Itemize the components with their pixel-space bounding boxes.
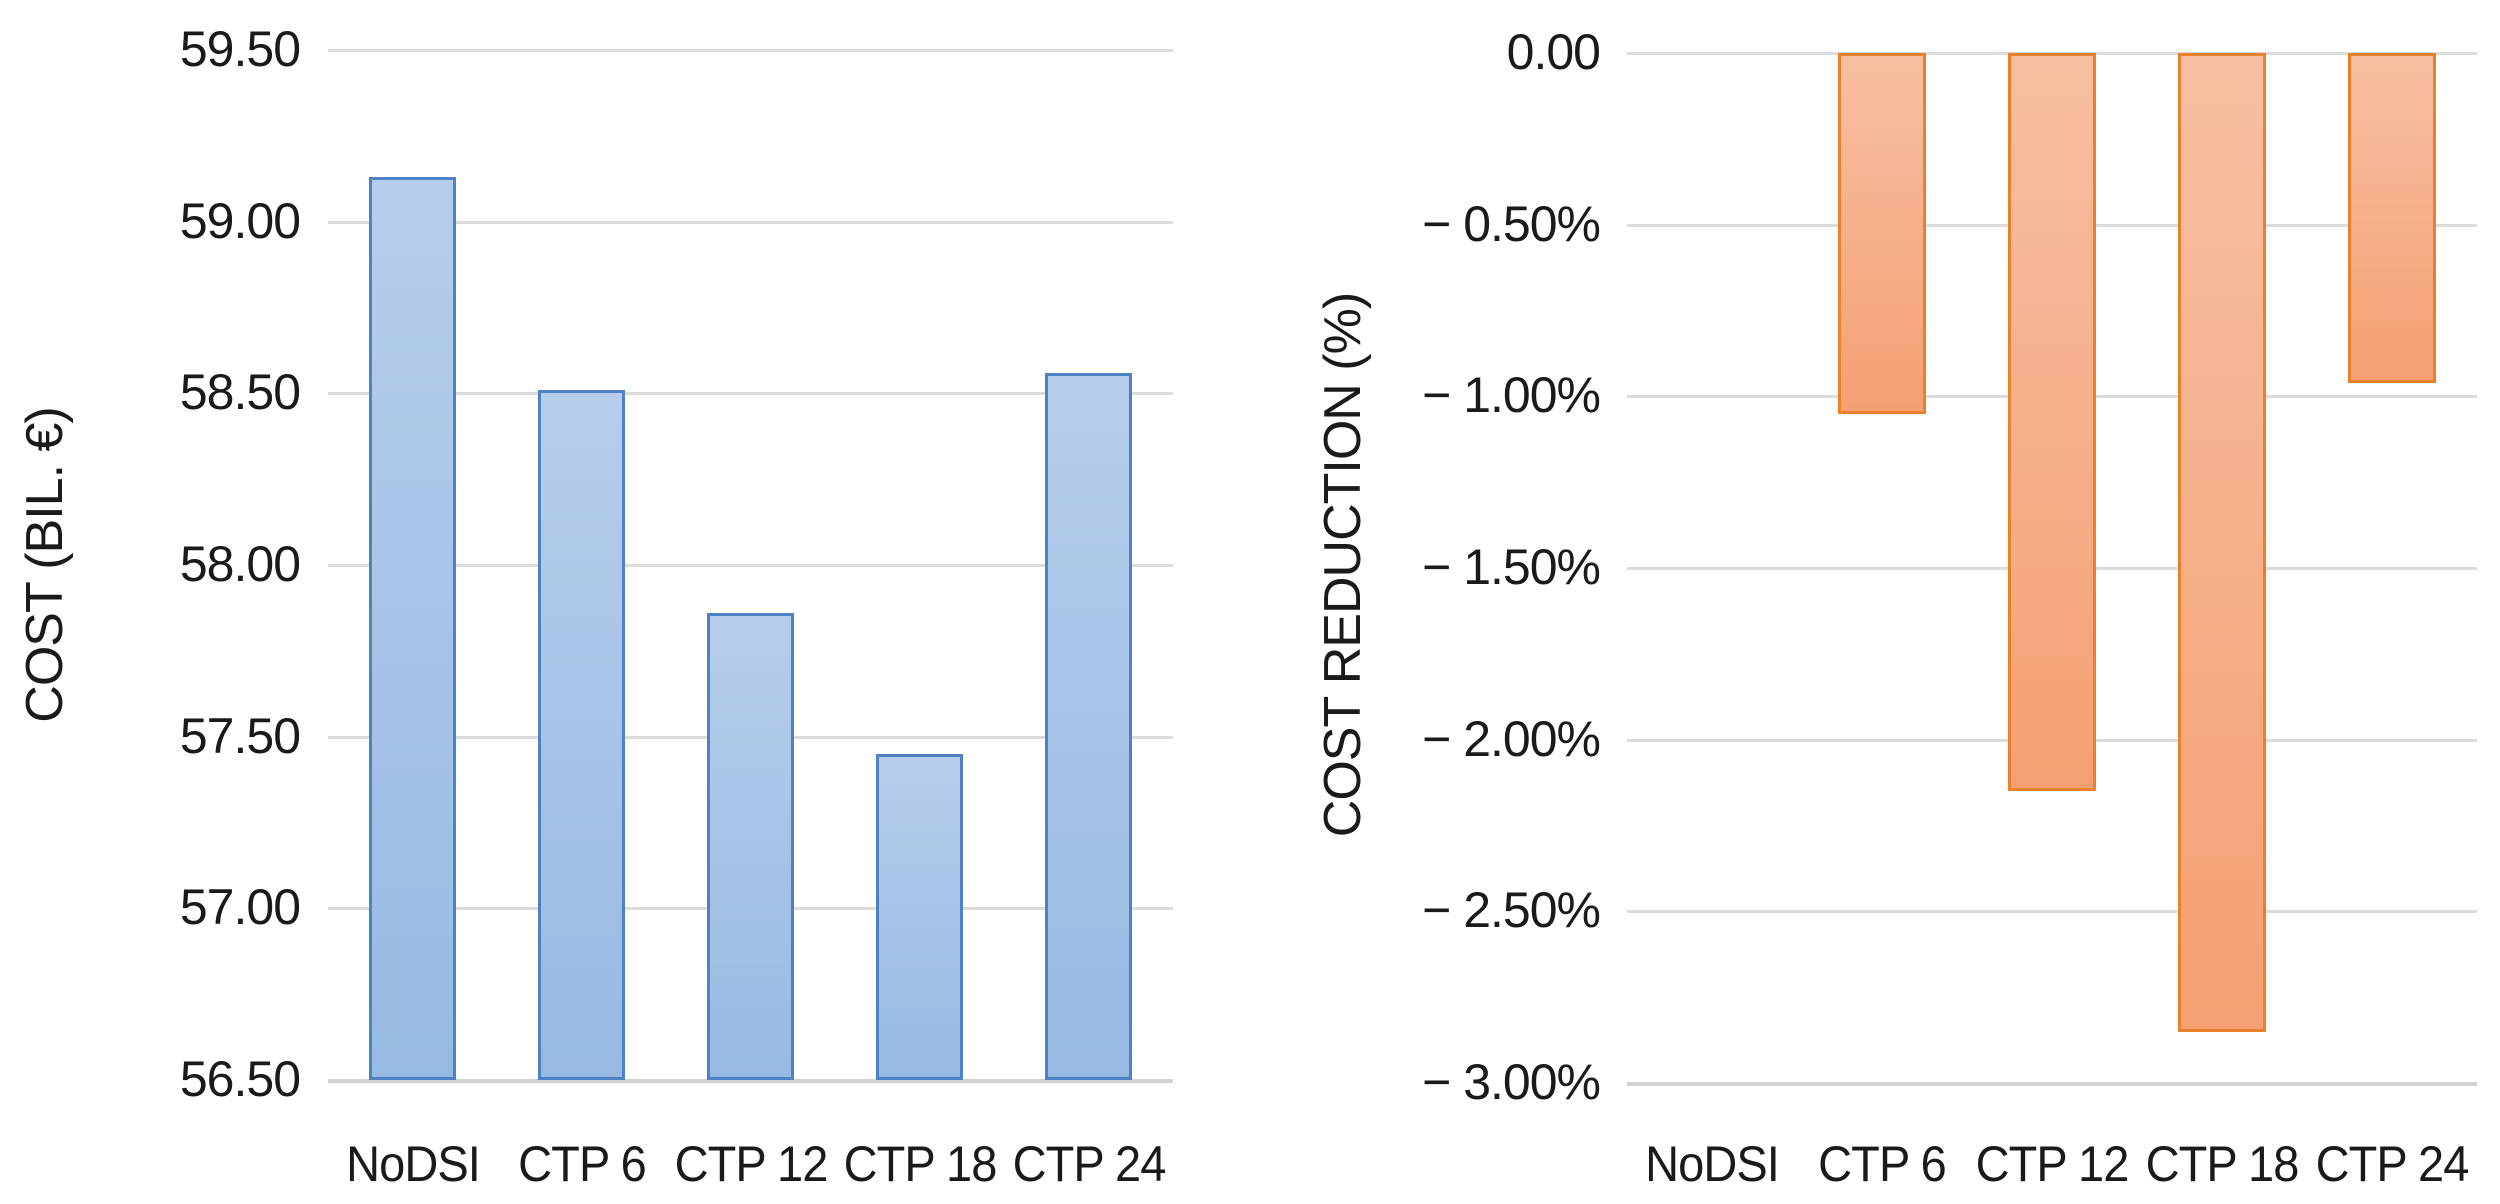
bar-ctp-18 [2177,53,2267,1032]
x-category-label: CTP 6 [517,1136,647,1192]
gridline [328,49,1173,52]
gridline [1627,910,2477,914]
x-category-label: CTP 24 [1012,1136,1166,1192]
x-category-label: CTP 18 [843,1136,997,1192]
y-tick-label: − 1.50% [1422,538,1601,595]
y-tick-label: − 0.50% [1422,195,1601,252]
y-tick-label: 59.50 [179,20,301,77]
x-category-label: NoDSI [1645,1136,1780,1192]
gridline [328,564,1173,567]
bar-ctp-24 [1044,372,1133,1080]
y-tick-label: 59.00 [179,192,301,249]
y-tick-label: 57.50 [179,707,301,764]
bar-ctp-24 [2347,53,2437,383]
gridline [1627,1082,2477,1086]
y-tick-label: 58.00 [179,535,301,592]
y-tick-label: − 1.00% [1422,367,1601,424]
bar-ctp-6 [537,389,626,1080]
x-category-label: CTP 12 [1975,1136,2130,1192]
y-tick-label: − 2.50% [1422,882,1601,939]
y-tick-label: 0.00 [1506,23,1601,80]
x-category-label: CTP 6 [1818,1136,1947,1192]
gridline [328,220,1173,224]
bar-ctp-12 [2007,53,2097,792]
x-category-label: CTP 18 [2145,1136,2300,1192]
y-tick-label: − 2.00% [1422,710,1601,767]
x-category-label: NoDSI [345,1136,481,1192]
y-tick-label: 57.00 [179,879,301,936]
y-tick-label: − 3.00% [1422,1053,1601,1110]
x-category-label: CTP 24 [2315,1136,2470,1192]
bar-ctp-6 [1837,53,1927,414]
bar-nodsi [368,177,457,1080]
gridline [328,1079,1173,1083]
bar-ctp-12 [706,613,795,1080]
y-tick-label: 56.50 [179,1050,301,1107]
cost-reduction-plot-area [1627,52,2477,1086]
x-category-label: CTP 12 [674,1136,828,1192]
cost-plot-area [328,49,1173,1083]
y-tick-label: 58.50 [179,364,301,421]
bar-ctp-18 [875,753,964,1080]
gridline [328,392,1173,396]
